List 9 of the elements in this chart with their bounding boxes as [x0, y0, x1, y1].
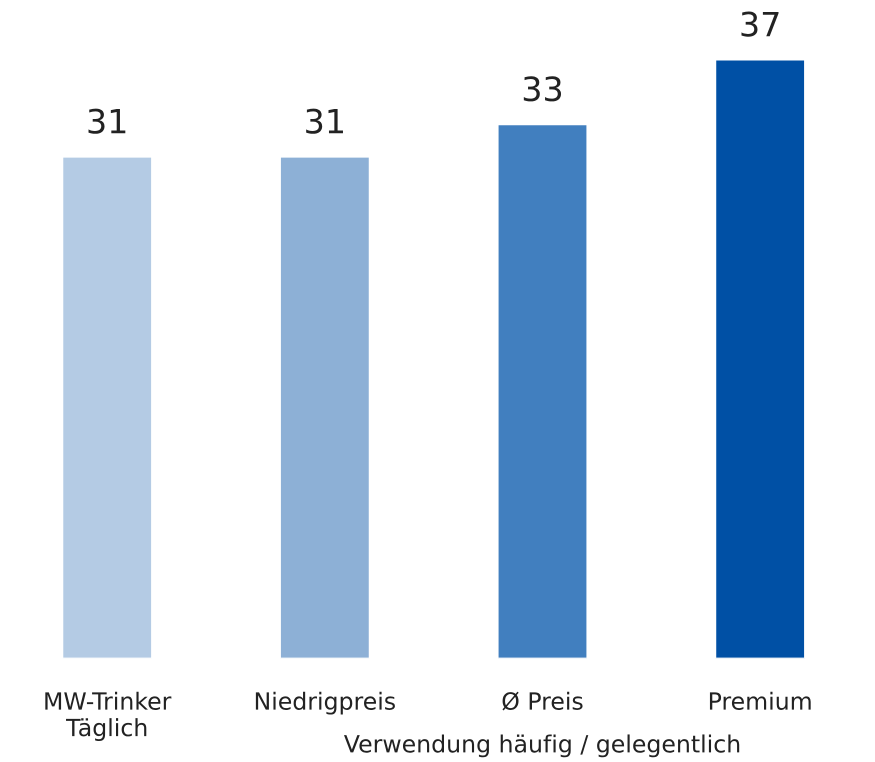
x-tick-label: Niedrigpreis: [256, 692, 395, 715]
data-label: 33: [524, 76, 562, 102]
x-tick-label: MW-Trinker Täglich: [45, 692, 172, 741]
data-label: 31: [306, 108, 343, 134]
text: Verwendung häufig / gelegentlich: [344, 734, 740, 758]
x-tick-label: Ø Preis: [502, 692, 583, 710]
data-label: 37: [741, 12, 779, 37]
x-tick-label: Premium: [710, 692, 811, 710]
data-label: 31: [88, 108, 126, 134]
